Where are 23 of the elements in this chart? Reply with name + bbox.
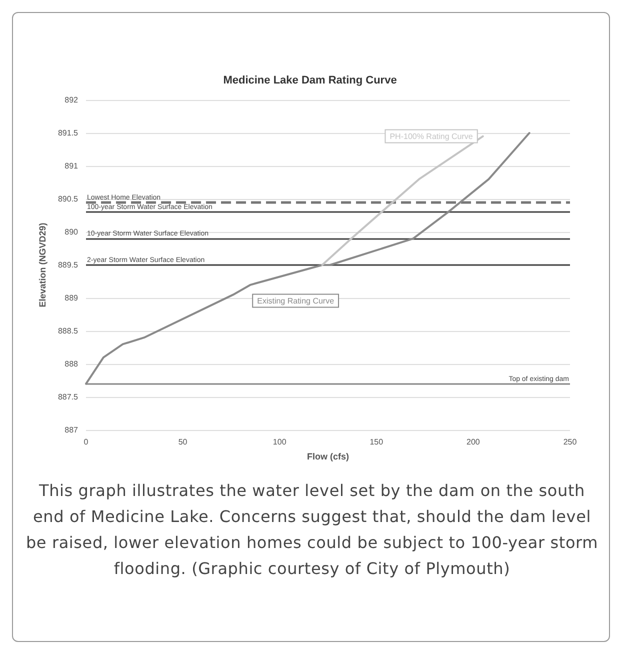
x-tick-label: 100: [272, 438, 287, 446]
series-label: PH-100% Rating Curve: [390, 132, 474, 141]
y-tick-label: 888: [64, 360, 79, 368]
series-label: Existing Rating Curve: [257, 296, 335, 306]
text: This graph illustrates the water level set by the dam on the south end of Medicine Lake. Concerns suggest that, should the dam level be raised, lower elevation homes could be subject to 100-year storm flooding. (Graphic courtesy of City of Plymouth): [24, 480, 600, 580]
x-axis-title: Flow (cfs): [307, 452, 349, 462]
x-tick-label: 50: [178, 438, 188, 446]
y-tick-label: 889.5: [58, 260, 79, 270]
x-tick-label: 200: [466, 438, 480, 446]
y-axis-title: Elevation (NGVD29): [38, 222, 48, 308]
y-tick-label: 892: [64, 96, 79, 104]
y-tick-label: 887: [64, 426, 79, 434]
chart-title: Medicine Lake Dam Rating Curve: [223, 74, 397, 86]
y-tick-label: 887.5: [58, 392, 79, 402]
y-tick-label: 888.5: [58, 326, 79, 336]
y-tick-label: 890: [64, 228, 79, 236]
x-tick-label: 0: [84, 438, 89, 446]
y-tick-label: 891.5: [58, 128, 79, 138]
y-tick-label: 891: [64, 162, 79, 170]
y-tick-label: 890.5: [58, 194, 79, 204]
x-tick-label: 250: [563, 438, 578, 446]
y-tick-label: 889: [64, 294, 79, 302]
x-tick-label: 150: [370, 438, 384, 446]
